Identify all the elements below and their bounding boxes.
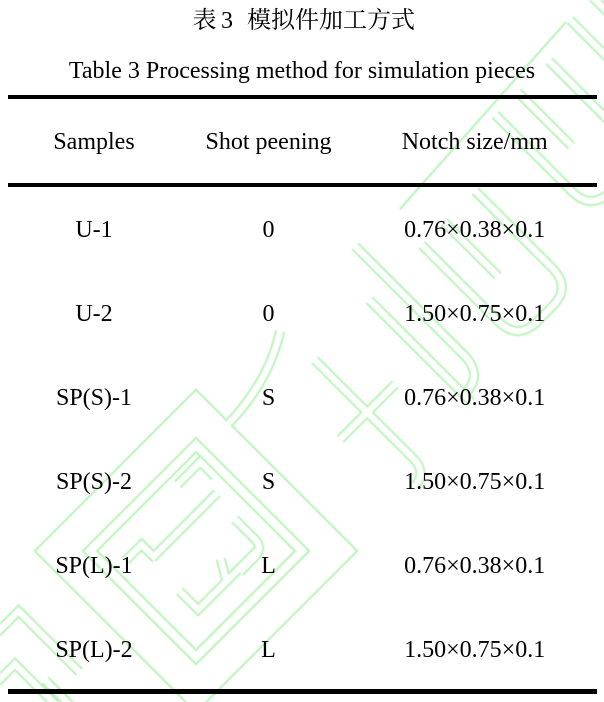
svg-text:3: 3 [221,8,233,34]
